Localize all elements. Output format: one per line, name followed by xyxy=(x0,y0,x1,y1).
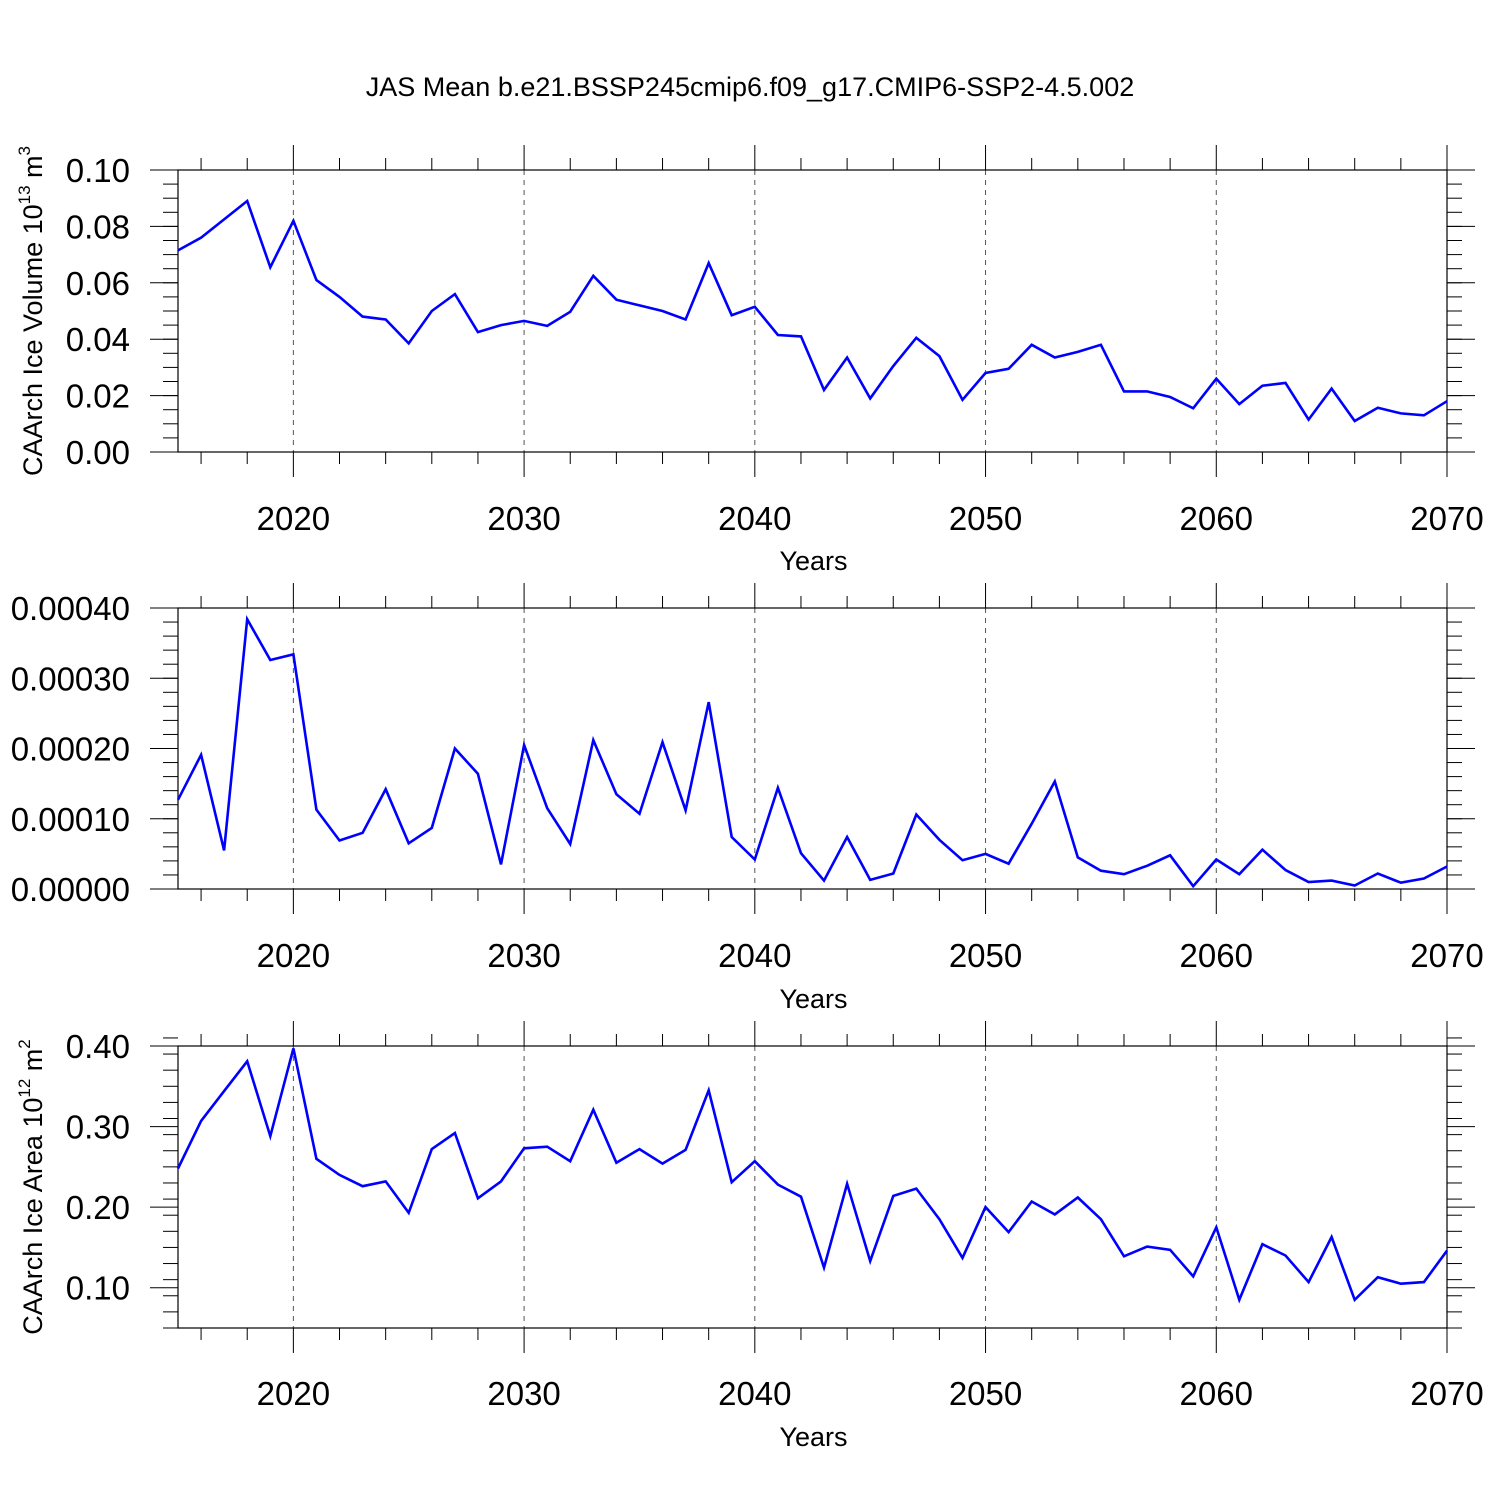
y-tick-label: 0.00 xyxy=(66,434,130,471)
x-tick-label: 2030 xyxy=(487,937,560,974)
y-tick-label: 0.00020 xyxy=(11,731,130,768)
x-tick-label: 2020 xyxy=(257,1375,330,1412)
x-tick-label: 2060 xyxy=(1180,1375,1253,1412)
x-tick-label: 2060 xyxy=(1180,937,1253,974)
series-line xyxy=(177,198,1448,423)
x-tick-label: 2070 xyxy=(1410,1375,1483,1412)
panel-ice-volume: 2020 2030 2040 2050 2060 2070 0.00 0.02 0.04 0.06… xyxy=(15,145,1484,576)
y-tick-label: 0.02 xyxy=(66,378,130,415)
series-line xyxy=(176,1048,1449,1304)
x-tick-label: 2040 xyxy=(718,500,791,537)
figure-title: JAS Mean b.e21.BSSP245cmip6.f09_g17.CMIP… xyxy=(366,72,1134,102)
y-tick-label: 0.08 xyxy=(66,208,130,245)
x-tick-label: 2020 xyxy=(257,937,330,974)
y-tick-label: 0.20 xyxy=(66,1189,130,1226)
y-tick-label: 0.10 xyxy=(66,152,130,189)
panel-ice-area: 2020 2030 2040 2050 2060 2070 0.10 0.20 0.30 0.40… xyxy=(15,1021,1484,1452)
y-axis-label: CAArch Ice Area 1012 m2 xyxy=(15,1039,48,1335)
plot-frame xyxy=(177,1045,1448,1329)
x-tick-label: 2070 xyxy=(1410,937,1483,974)
plot-frame xyxy=(177,169,1448,453)
x-axis-label: Years xyxy=(779,1422,847,1452)
y-tick-label: 0.06 xyxy=(66,265,130,302)
y-tick-label: 0.10 xyxy=(66,1270,130,1307)
x-tick-label: 2050 xyxy=(949,1375,1022,1412)
x-tick-label: 2050 xyxy=(949,937,1022,974)
y-tick-label: 0.40 xyxy=(66,1028,130,1065)
y-tick-label: 0.00040 xyxy=(11,590,130,627)
series-line xyxy=(176,614,1448,889)
x-tick-label: 2050 xyxy=(949,500,1022,537)
x-axis-label: Years xyxy=(779,984,847,1014)
x-tick-label: 2030 xyxy=(487,1375,560,1412)
x-axis-label: Years xyxy=(779,546,847,576)
y-tick-label: 0.00000 xyxy=(11,871,130,908)
y-tick-label: 0.00030 xyxy=(11,660,130,697)
panel-series-2: 2020 2030 2040 2050 2060 2070 0.00000 0.00010 0.… xyxy=(11,583,1484,1014)
plot-frame xyxy=(177,607,1448,890)
x-tick-label: 2020 xyxy=(257,500,330,537)
x-tick-label: 2070 xyxy=(1410,500,1483,537)
x-tick-label: 2060 xyxy=(1180,500,1253,537)
x-tick-label: 2040 xyxy=(718,937,791,974)
y-tick-label: 0.04 xyxy=(66,321,130,358)
y-axis-label: CAArch Ice Volume 1013 m3 xyxy=(15,146,48,476)
y-tick-label: 0.00010 xyxy=(11,801,130,838)
y-tick-label: 0.30 xyxy=(66,1109,130,1146)
x-tick-label: 2030 xyxy=(487,500,560,537)
x-tick-label: 2040 xyxy=(718,1375,791,1412)
